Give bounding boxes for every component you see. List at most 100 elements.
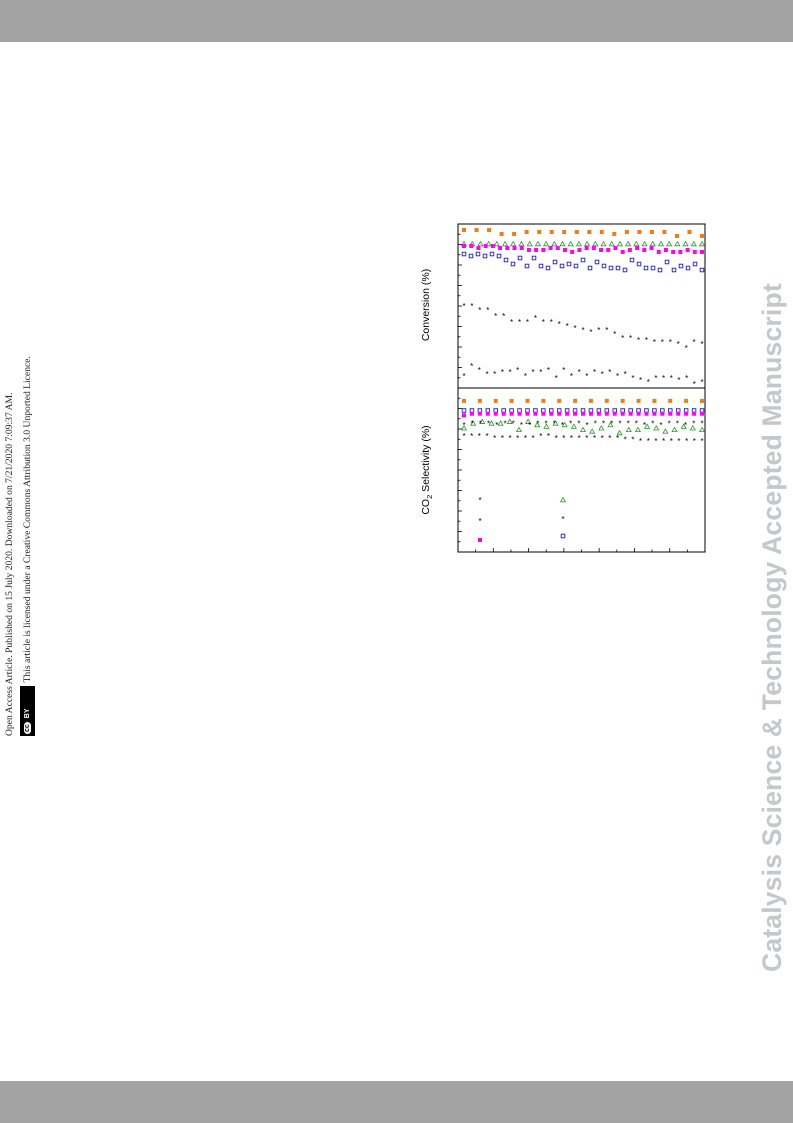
conversion-point xyxy=(666,240,673,247)
conversion-point: * xyxy=(509,368,512,377)
selectivity-point xyxy=(470,420,477,426)
conversion-point: * xyxy=(593,368,596,377)
conversion-point: * xyxy=(639,376,642,385)
conversion-point: * xyxy=(605,326,608,335)
selectivity-point xyxy=(604,398,609,403)
selectivity-point xyxy=(488,420,495,426)
selectivity-point xyxy=(524,418,532,424)
selectivity-point: * xyxy=(512,419,515,428)
conversion-point xyxy=(656,250,661,254)
selectivity-point xyxy=(515,426,523,433)
conversion-point xyxy=(587,265,593,271)
conversion-point: * xyxy=(581,326,584,335)
selectivity-point xyxy=(557,398,562,403)
conversion-point: * xyxy=(494,312,497,321)
conversion-point: * xyxy=(677,340,680,349)
selectivity-point: * xyxy=(684,421,687,430)
license-line-1: Open Access Article. Published on 15 Jul… xyxy=(4,392,15,737)
selectivity-point xyxy=(589,428,596,434)
conversion-point: * xyxy=(578,368,581,377)
selectivity-point xyxy=(517,411,522,416)
selectivity-point: * xyxy=(462,421,465,430)
journal-watermark: Catalysis Science & Technology Accepted … xyxy=(757,283,787,972)
selectivity-point xyxy=(660,411,665,416)
conversion-point: * xyxy=(470,302,473,311)
conversion-point xyxy=(674,240,681,247)
selectivity-point: * xyxy=(553,419,556,428)
conversion-point xyxy=(615,265,621,271)
selectivity-point: * xyxy=(487,419,490,428)
legend-marker: * xyxy=(478,517,481,526)
license-line-2: This article is licensed under a Creativ… xyxy=(22,356,33,683)
selectivity-point xyxy=(579,426,587,433)
legend-marker xyxy=(478,538,482,542)
selectivity-point xyxy=(671,426,678,433)
conversion-point xyxy=(552,259,558,265)
selectivity-point xyxy=(573,398,578,403)
selectivity-point: * xyxy=(485,432,488,441)
selectivity-point xyxy=(541,411,546,416)
conversion-point: * xyxy=(685,374,688,383)
selectivity-point xyxy=(596,411,601,416)
conversion-point: * xyxy=(518,318,521,327)
selectivity-point xyxy=(636,398,641,403)
conversion-point: * xyxy=(570,372,573,381)
conversion-point: * xyxy=(645,336,648,345)
conversion-point: * xyxy=(502,312,505,321)
conversion-point: * xyxy=(501,368,504,377)
conversion-point: * xyxy=(662,374,665,383)
conversion-point: * xyxy=(653,338,656,347)
legend-marker xyxy=(560,533,566,539)
selectivity-point: * xyxy=(524,434,527,443)
conversion-point: * xyxy=(562,366,565,375)
conversion-point xyxy=(699,267,705,273)
selectivity-point xyxy=(662,428,669,434)
selectivity-point: * xyxy=(700,419,703,428)
selectivity-point: * xyxy=(520,421,523,430)
conversion-point: * xyxy=(670,374,673,383)
conversion-point: * xyxy=(478,306,481,315)
selectivity-point xyxy=(698,426,706,433)
conversion-point xyxy=(541,248,546,252)
conversion-point xyxy=(567,240,574,247)
conversion-point xyxy=(692,250,697,254)
selectivity-point: * xyxy=(654,437,657,446)
conversion-point xyxy=(519,246,524,250)
conversion-point xyxy=(685,248,690,252)
conversion-point xyxy=(493,240,500,247)
conversion-point xyxy=(625,240,632,247)
figure: * * * * * * * * * * * * * * * * * * * * * * * * * * * * * * * * * * * * * * * *… xyxy=(400,210,710,585)
conversion-point: * xyxy=(631,374,634,383)
conversion-point xyxy=(649,246,654,250)
conversion-point: * xyxy=(478,366,481,375)
selectivity-point xyxy=(668,398,673,403)
cc-badge-text: cc xyxy=(24,722,31,734)
header-bar xyxy=(0,0,793,42)
selectivity-point: * xyxy=(569,419,572,428)
conversion-point: * xyxy=(613,330,616,339)
selectivity-point: * xyxy=(471,419,474,428)
legend-marker: * xyxy=(478,496,481,505)
conversion-point xyxy=(591,246,596,250)
conversion-point xyxy=(549,230,554,234)
selectivity-point xyxy=(565,411,570,416)
conversion-point: * xyxy=(629,334,632,343)
selectivity-point xyxy=(549,411,554,416)
selectivity-point xyxy=(616,429,623,436)
conversion-point xyxy=(524,230,529,234)
selectivity-point: * xyxy=(547,432,550,441)
conversion-point xyxy=(510,240,517,247)
selectivity-point xyxy=(700,398,704,403)
conversion-point xyxy=(613,246,618,250)
conversion-point xyxy=(517,255,523,261)
selectivity-point: * xyxy=(685,437,688,446)
conversion-point xyxy=(633,240,640,247)
selectivity-point: * xyxy=(470,432,473,441)
selectivity-point: * xyxy=(668,419,671,428)
selectivity-point xyxy=(625,426,632,433)
selectivity-point xyxy=(479,418,486,424)
selectivity-point: * xyxy=(594,419,597,428)
conversion-point: * xyxy=(539,368,542,377)
conversion-point: * xyxy=(532,368,535,377)
conversion-point: * xyxy=(470,362,473,371)
